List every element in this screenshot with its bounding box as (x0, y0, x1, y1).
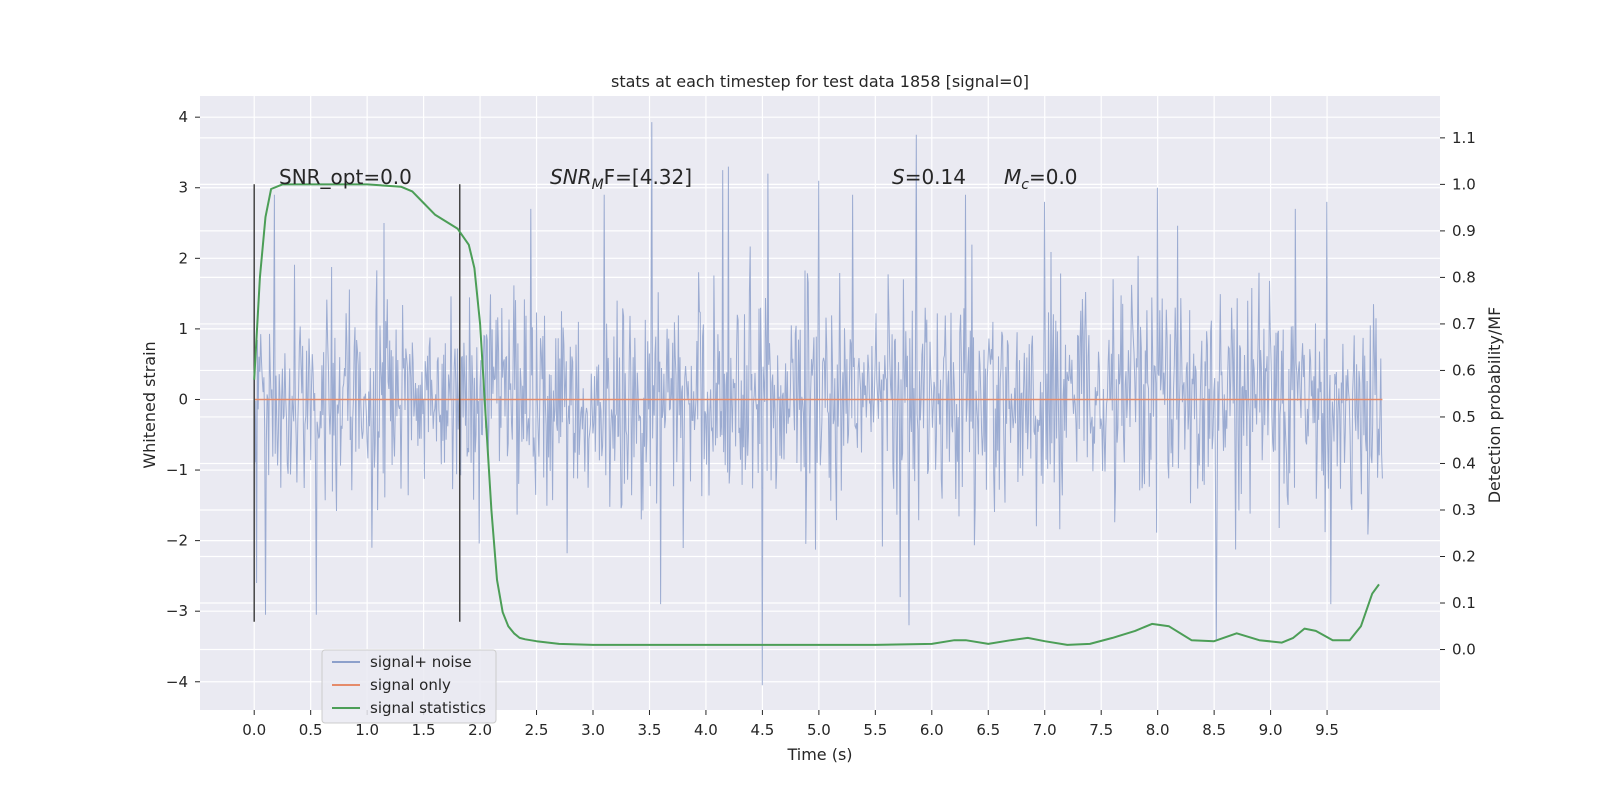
x-tick-label: 1.0 (355, 721, 379, 739)
x-tick-label: 4.5 (750, 721, 774, 739)
y-left-tick-label: −4 (166, 673, 188, 691)
signal-statistics-line (253, 183, 1380, 646)
legend-label-signal-noise: signal+ noise (370, 653, 472, 671)
x-tick-label: 3.0 (581, 721, 605, 739)
annotation-snr-opt: SNR_opt=0.0 (279, 165, 412, 189)
annotation-snr-mf: SNRMF=[4.32] (550, 165, 692, 193)
y-left-tick-label: 3 (178, 179, 188, 197)
x-axis-label: Time (s) (786, 745, 852, 764)
y-right-tick-label: 0.3 (1452, 501, 1476, 519)
x-tick-label: 8.5 (1202, 721, 1226, 739)
x-tick-label: 5.5 (863, 721, 887, 739)
x-tick-label: 2.0 (468, 721, 492, 739)
s-variable: S (892, 165, 905, 189)
snr-mf-subscript: M (592, 177, 604, 193)
signal-noise-line (253, 122, 1383, 686)
y-left-tick-label: −2 (166, 532, 188, 550)
y-right-tick-label: 0.4 (1452, 454, 1476, 472)
mc-variable: M (1004, 165, 1021, 189)
x-tick-label: 7.0 (1033, 721, 1057, 739)
x-tick-label: 7.5 (1089, 721, 1113, 739)
y-left-tick-label: 4 (178, 108, 188, 126)
snr-mf-rest: F=[4.32] (604, 165, 692, 189)
left-y-axis-ticks: 4 3 2 1 0 −1 −2 −3 −4 (166, 108, 200, 691)
right-y-axis-ticks: 1.1 1.0 0.9 0.8 0.7 0.6 0.5 0.4 0.3 0.2 0.1 0.0 (1440, 129, 1476, 659)
chart-title: stats at each timestep for test data 185… (611, 72, 1029, 91)
y-right-tick-label: 0.5 (1452, 408, 1476, 426)
x-tick-label: 2.5 (525, 721, 549, 739)
x-tick-label: 0.5 (299, 721, 323, 739)
y-right-tick-label: 1.0 (1452, 175, 1476, 193)
y-left-tick-label: 1 (178, 320, 188, 338)
legend-label-signal-statistics: signal statistics (370, 699, 486, 717)
y-left-tick-label: −3 (166, 602, 188, 620)
y-right-tick-label: 1.1 (1452, 129, 1476, 147)
y-right-tick-label: 0.2 (1452, 548, 1476, 566)
left-y-axis-label: Whitened strain (140, 341, 159, 468)
x-tick-label: 6.5 (976, 721, 1000, 739)
y-left-tick-label: 0 (178, 390, 188, 408)
mc-subscript: c (1021, 177, 1029, 193)
legend-label-signal-only: signal only (370, 676, 451, 694)
snr-mf-base: SNR (550, 165, 592, 189)
x-tick-label: 1.5 (412, 721, 436, 739)
y-right-tick-label: 0.1 (1452, 594, 1476, 612)
y-right-tick-label: 0.9 (1452, 222, 1476, 240)
y-left-tick-label: 2 (178, 249, 188, 267)
x-tick-label: 0.0 (242, 721, 266, 739)
annotation-mc: Mc=0.0 (1004, 165, 1078, 193)
y-right-tick-label: 0.8 (1452, 268, 1476, 286)
s-value: =0.14 (905, 165, 966, 189)
x-tick-label: 8.0 (1146, 721, 1170, 739)
legend-box (321, 649, 497, 724)
series-signal-statistics (253, 183, 1380, 646)
annotation-s: S=0.14 (892, 165, 966, 189)
y-right-tick-label: 0.6 (1452, 361, 1476, 379)
x-tick-label: 5.0 (807, 721, 831, 739)
x-tick-label: 9.5 (1315, 721, 1339, 739)
vertical-markers (253, 184, 461, 622)
x-tick-label: 9.0 (1259, 721, 1283, 739)
x-axis-ticks: 0.0 0.5 1.0 1.5 2.0 2.5 3.0 3.5 4.0 4.5 5.0 5.5 6.0 6… (242, 710, 1339, 739)
mc-value: =0.0 (1029, 165, 1078, 189)
y-left-tick-label: −1 (166, 461, 188, 479)
x-tick-label: 3.5 (638, 721, 662, 739)
x-tick-label: 6.0 (920, 721, 944, 739)
y-right-tick-label: 0.0 (1452, 641, 1476, 659)
x-tick-label: 4.0 (694, 721, 718, 739)
y-right-tick-label: 0.7 (1452, 315, 1476, 333)
series-signal-noise (253, 122, 1383, 686)
legend: signal+ noise signal only signal statist… (321, 649, 497, 724)
right-y-axis-label: Detection probability/MF (1485, 307, 1504, 504)
